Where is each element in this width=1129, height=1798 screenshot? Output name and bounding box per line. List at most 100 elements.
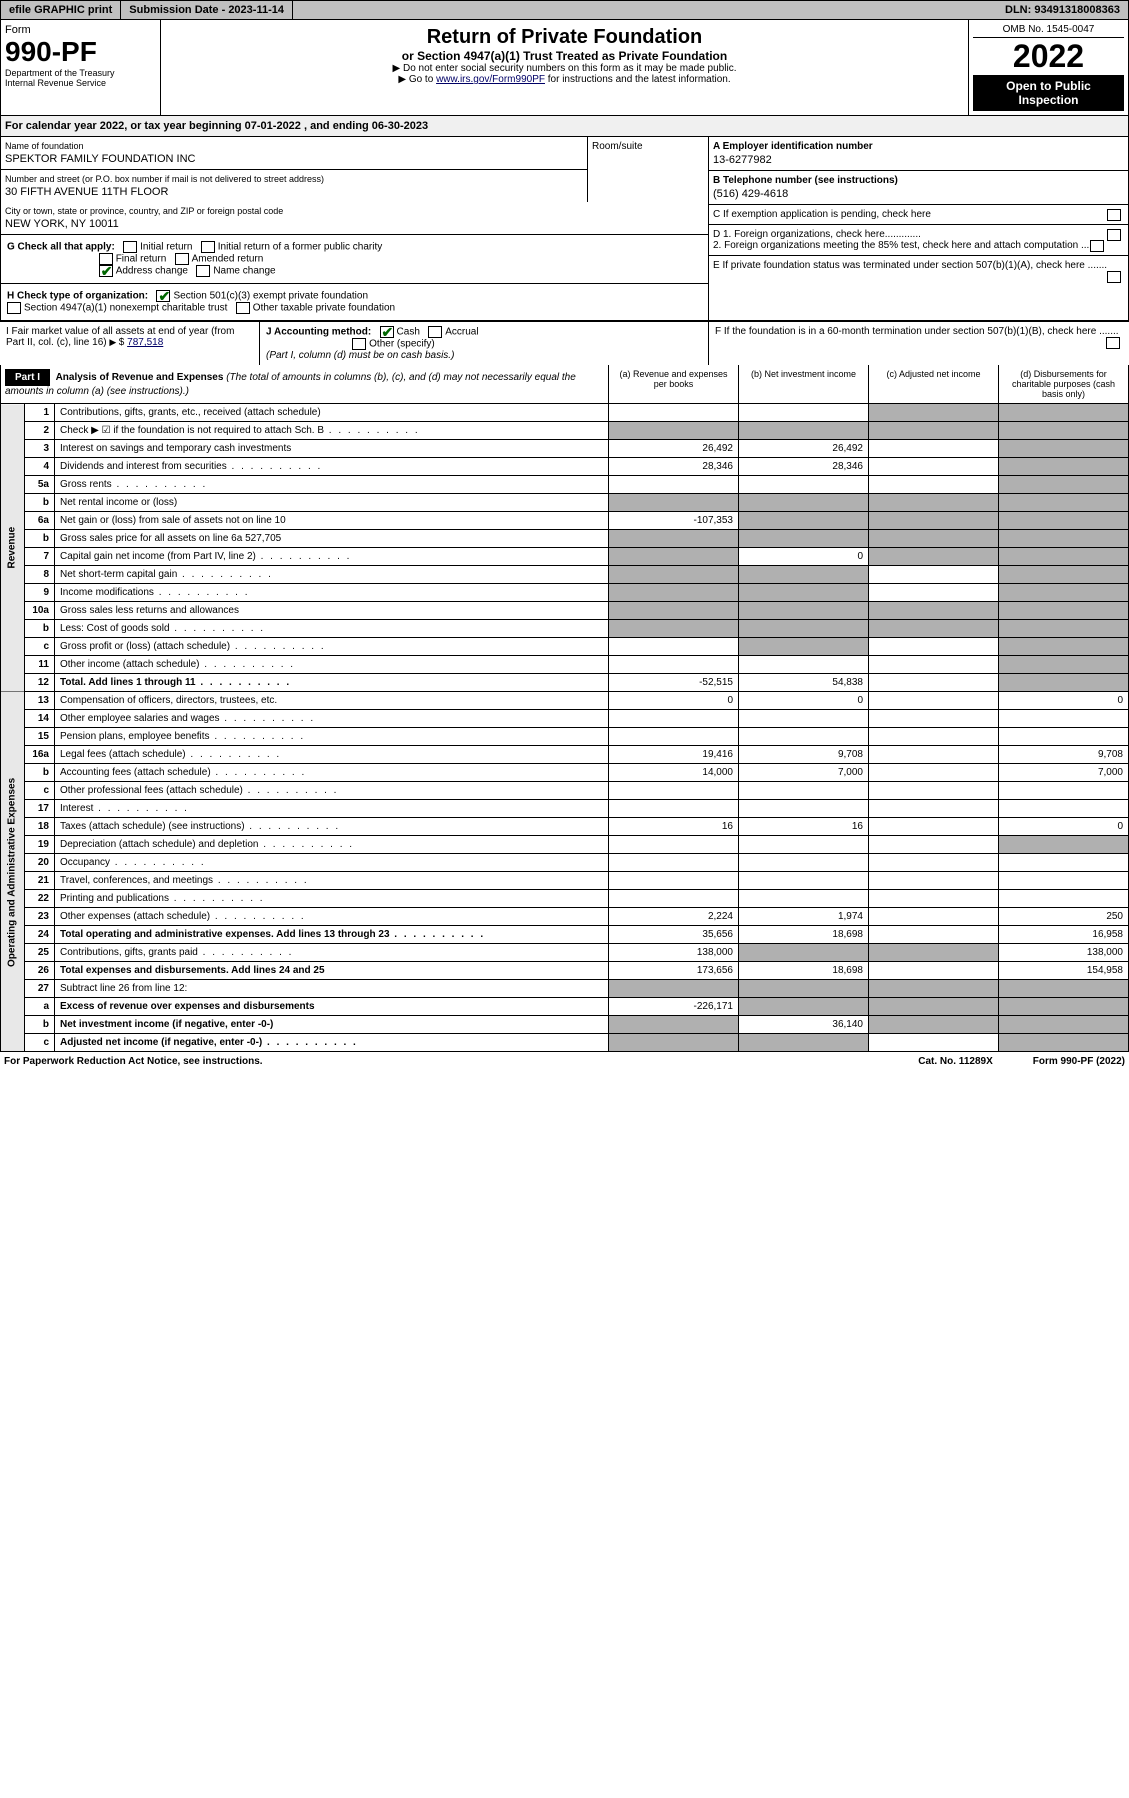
col-a-value [609,710,739,728]
chk-initial-former[interactable] [201,241,215,253]
identity-grid: Name of foundation SPEKTOR FAMILY FOUNDA… [0,137,1129,321]
line-number: 1 [25,404,55,422]
col-d-value [999,458,1129,476]
section-j: J Accounting method: Cash Accrual Other … [260,322,709,365]
table-row: 6aNet gain or (loss) from sale of assets… [1,512,1129,530]
line-desc: Net short-term capital gain [55,566,609,584]
col-d-value [999,980,1129,998]
line-desc: Interest on savings and temporary cash i… [55,440,609,458]
col-d-value [999,872,1129,890]
chk-4947a1[interactable] [7,302,21,314]
chk-other-method[interactable] [352,338,366,350]
col-a-value: 173,656 [609,962,739,980]
line-desc: Dividends and interest from securities [55,458,609,476]
room-suite: Room/suite [588,137,708,202]
col-d-value: 0 [999,818,1129,836]
line-desc: Occupancy [55,854,609,872]
col-c-value [869,620,999,638]
chk-foreign-org[interactable] [1107,229,1121,241]
col-b-value [739,728,869,746]
col-c-value [869,566,999,584]
col-d-value [999,548,1129,566]
table-row: 3Interest on savings and temporary cash … [1,440,1129,458]
col-d-value [999,620,1129,638]
col-a-value [609,890,739,908]
col-b-value [739,404,869,422]
form-label: Form [5,24,156,36]
col-d-value [999,602,1129,620]
col-c-value [869,656,999,674]
chk-initial-return[interactable] [123,241,137,253]
chk-name-change[interactable] [196,265,210,277]
col-c-value [869,980,999,998]
line-number: 4 [25,458,55,476]
section-e: E If private foundation status was termi… [709,256,1128,275]
chk-address-change[interactable] [99,265,113,277]
col-a-value: -107,353 [609,512,739,530]
table-row: 18Taxes (attach schedule) (see instructi… [1,818,1129,836]
chk-accrual[interactable] [428,326,442,338]
col-c-value [869,854,999,872]
chk-cash[interactable] [380,326,394,338]
table-row: 20Occupancy [1,854,1129,872]
chk-85pct[interactable] [1090,240,1104,252]
chk-501c3[interactable] [156,290,170,302]
chk-other-taxable[interactable] [236,302,250,314]
note-link: ▶ Go to www.irs.gov/Form990PF for instru… [167,74,962,85]
col-a-value [609,620,739,638]
chk-exemption-pending[interactable] [1107,209,1121,221]
col-d-value [999,656,1129,674]
line-desc: Accounting fees (attach schedule) [55,764,609,782]
line-number: b [25,494,55,512]
line-desc: Other income (attach schedule) [55,656,609,674]
col-a-value [609,602,739,620]
col-d-value [999,728,1129,746]
table-row: 17Interest [1,800,1129,818]
col-b-value: 18,698 [739,962,869,980]
chk-terminated[interactable] [1107,271,1121,283]
col-d-value [999,404,1129,422]
line-number: 3 [25,440,55,458]
cat-number: Cat. No. 11289X [918,1056,992,1067]
col-c-value [869,836,999,854]
col-c-value [869,998,999,1016]
title-box: Return of Private Foundation or Section … [161,20,968,115]
col-d-value [999,422,1129,440]
city-state-zip: NEW YORK, NY 10011 [5,216,704,230]
table-row: Revenue1Contributions, gifts, grants, et… [1,404,1129,422]
irs-label: Internal Revenue Service [5,78,156,88]
line-number: 7 [25,548,55,566]
line-desc: Contributions, gifts, grants, etc., rece… [55,404,609,422]
line-number: b [25,530,55,548]
col-b-value [739,1034,869,1052]
col-d-value [999,494,1129,512]
col-c-value [869,692,999,710]
line-desc: Net gain or (loss) from sale of assets n… [55,512,609,530]
line-number: 26 [25,962,55,980]
col-c-header: (c) Adjusted net income [868,365,998,403]
irs-link[interactable]: www.irs.gov/Form990PF [436,74,545,85]
col-a-value [609,656,739,674]
col-c-value [869,962,999,980]
col-c-value [869,458,999,476]
table-row: 10aGross sales less returns and allowanc… [1,602,1129,620]
col-a-value [609,566,739,584]
col-a-value [609,1016,739,1034]
dept-treasury: Department of the Treasury [5,68,156,78]
col-b-value [739,620,869,638]
section-d: D 1. Foreign organizations, check here..… [709,225,1128,256]
col-b-value [739,710,869,728]
chk-60month[interactable] [1106,337,1120,349]
col-d-value: 0 [999,692,1129,710]
line-desc: Compensation of officers, directors, tru… [55,692,609,710]
col-b-value [739,530,869,548]
col-d-value [999,836,1129,854]
section-f: F If the foundation is in a 60-month ter… [709,322,1129,365]
col-d-value [999,512,1129,530]
col-a-value: -52,515 [609,674,739,692]
line-number: 23 [25,908,55,926]
note-ssn: ▶ Do not enter social security numbers o… [167,63,962,74]
col-a-value [609,494,739,512]
chk-amended[interactable] [175,253,189,265]
col-d-value [999,998,1129,1016]
